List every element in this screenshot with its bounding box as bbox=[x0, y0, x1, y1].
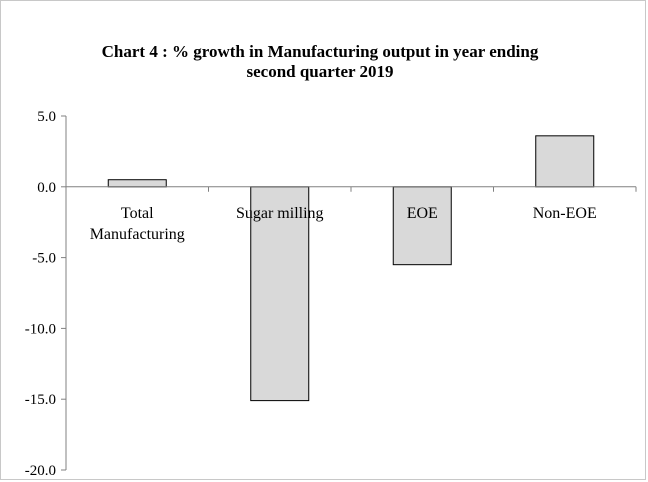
bar bbox=[392, 186, 452, 266]
chart-title-line-1: Chart 4 : % growth in Manufacturing outp… bbox=[101, 42, 539, 61]
y-tick-label: 5.0 bbox=[37, 109, 56, 125]
y-tick-label: 0.0 bbox=[37, 180, 56, 196]
bar bbox=[535, 135, 595, 188]
y-tick-label: -5.0 bbox=[32, 251, 56, 267]
bar bbox=[250, 186, 310, 402]
y-tick-label: -15.0 bbox=[25, 392, 56, 408]
category-label: EOE bbox=[407, 205, 438, 222]
y-tick-label: -10.0 bbox=[25, 321, 56, 337]
category-label: Sugar milling bbox=[236, 205, 324, 222]
y-tick-label: -20.0 bbox=[25, 463, 56, 479]
chart-title-line-2: second quarter 2019 bbox=[246, 62, 394, 81]
category-label: Total bbox=[121, 205, 154, 222]
category-label: Non-EOE bbox=[533, 205, 597, 222]
bar bbox=[107, 179, 167, 188]
category-label: Manufacturing bbox=[90, 226, 185, 243]
